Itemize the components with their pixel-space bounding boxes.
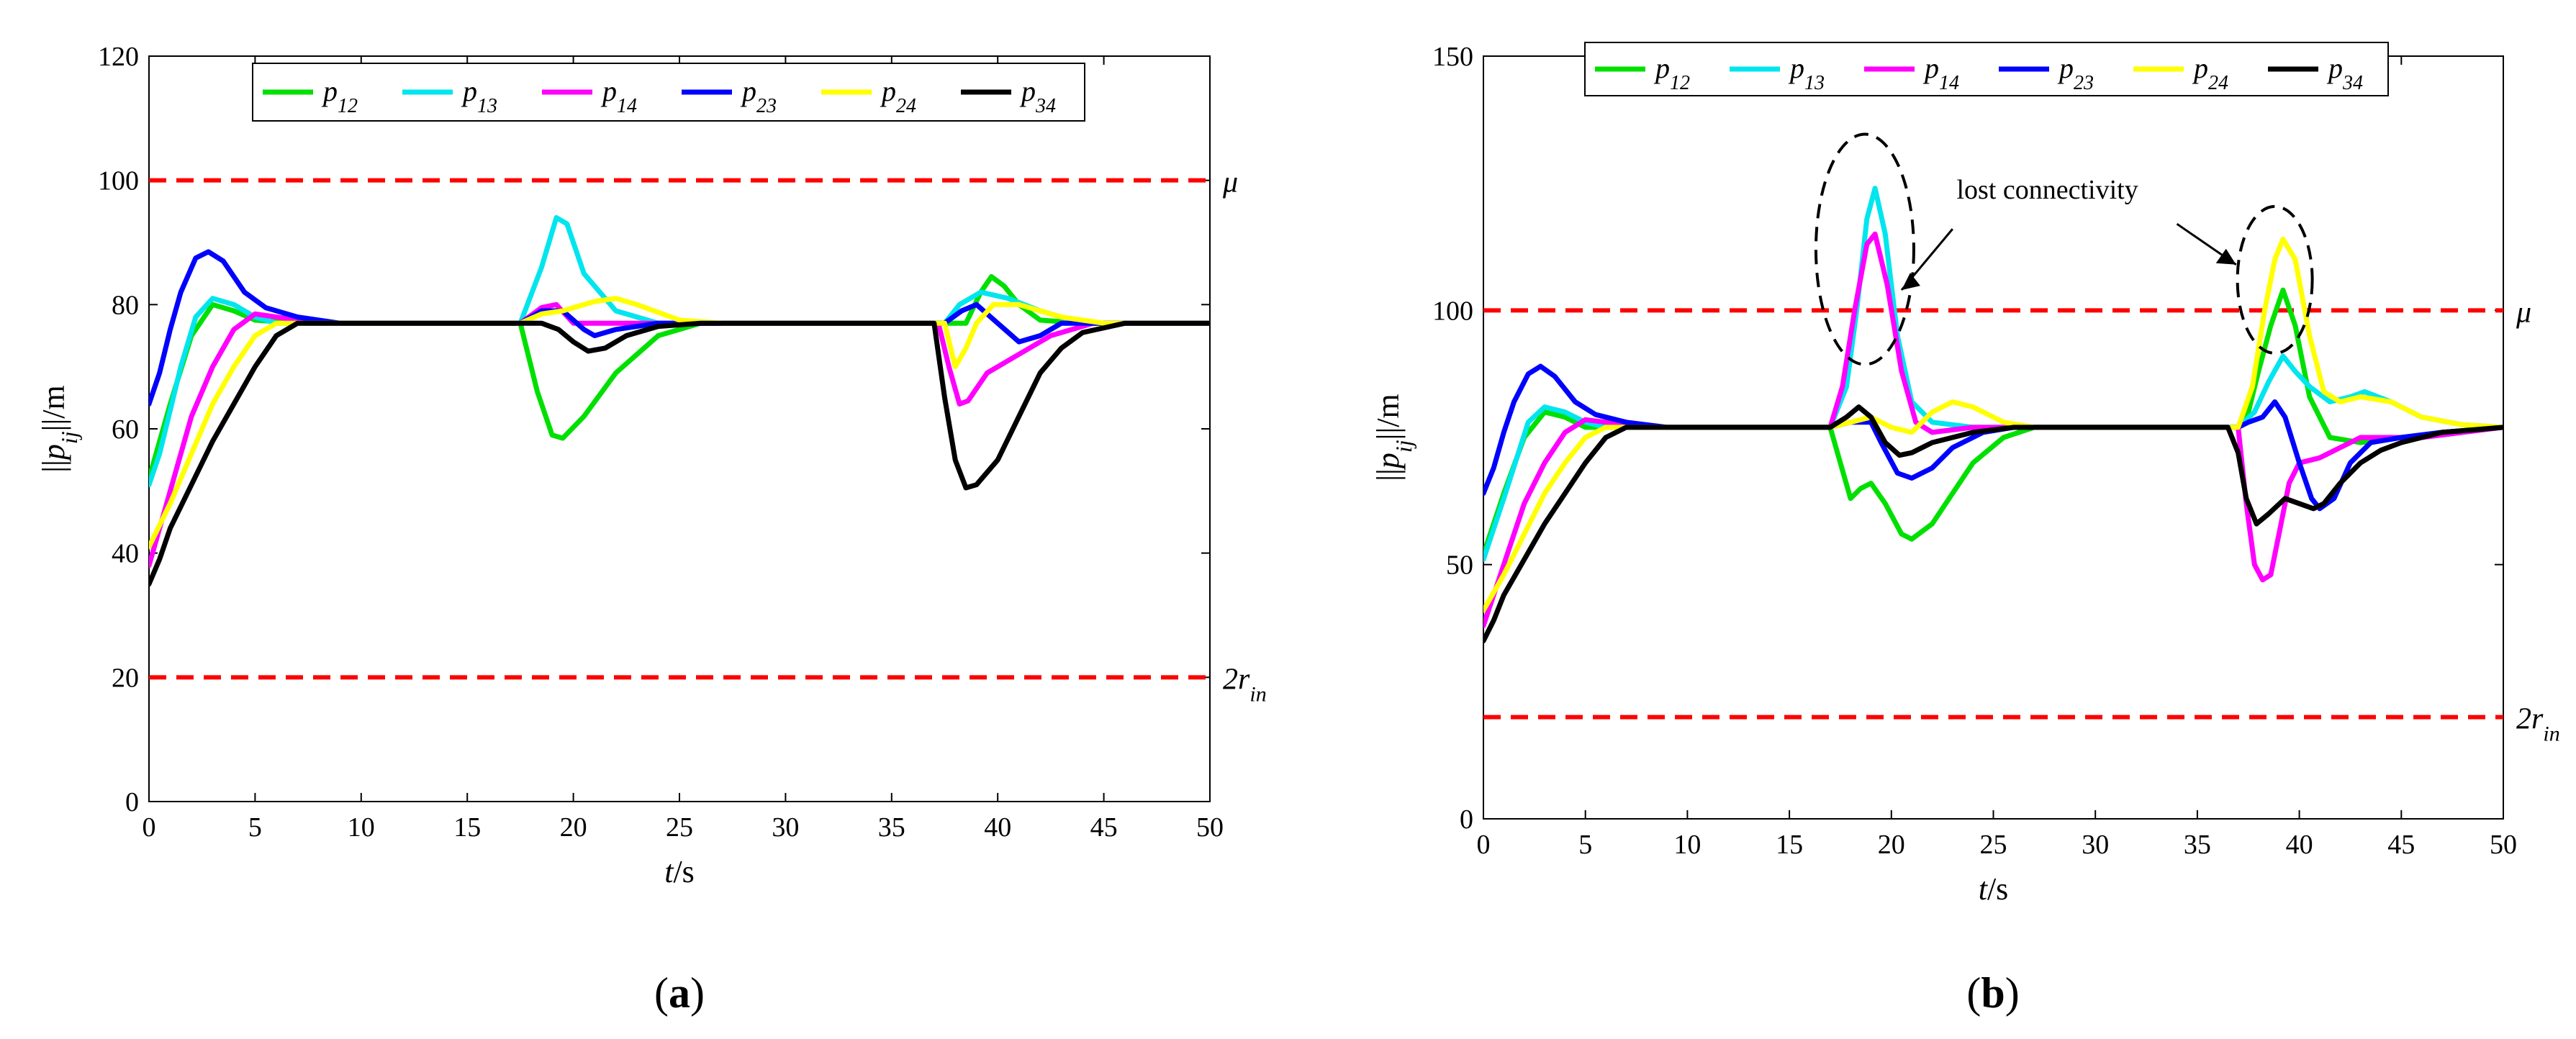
y-tick-label: 60 (112, 414, 139, 445)
x-tick-label: 5 (1578, 830, 1592, 860)
x-tick-label: 10 (1673, 830, 1701, 860)
legend-label-p13: p13 (461, 75, 497, 117)
y-tick-label: 0 (125, 787, 139, 817)
x-tick-label: 15 (453, 812, 481, 843)
panel-caption: (a) (654, 969, 705, 1017)
legend-label-p12: p12 (321, 75, 358, 117)
legend-label-p14: p14 (1922, 52, 1959, 94)
x-tick-label: 25 (1980, 830, 2007, 860)
y-axis-label: ||pij||/m (36, 385, 82, 472)
x-tick-label: 30 (772, 812, 799, 843)
y-tick-label: 80 (112, 290, 139, 320)
x-tick-label: 0 (1477, 830, 1491, 860)
chart-panel-b: 0 5 10 15 20 25 30 35 40 45 50 0 50 100 150 μ 2rin t/s ||p… (1370, 42, 2560, 1017)
y-axis-label: ||pij||/m (1370, 394, 1416, 481)
x-tick-label: 50 (2490, 830, 2517, 860)
legend-label-p23: p23 (2057, 52, 2094, 94)
x-tick-label: 50 (1196, 812, 1224, 843)
y-tick-label: 40 (112, 539, 139, 569)
plot-frame (1483, 55, 2504, 820)
series-line-p24 (1483, 236, 2503, 613)
arrowhead-icon (1901, 273, 1920, 291)
rin-label: 2rin (2516, 703, 2560, 746)
y-tick-label: 120 (98, 42, 139, 72)
y-tick-label: 20 (112, 663, 139, 693)
mu-label: μ (1222, 166, 1238, 199)
legend-label-p24: p24 (880, 75, 916, 117)
x-tick-label: 35 (878, 812, 905, 843)
series-line-p34 (1483, 404, 2503, 644)
rin-label: 2rin (1223, 663, 1267, 706)
x-tick-label: 10 (348, 812, 375, 843)
lost-connectivity-ellipse-1 (1814, 132, 1915, 366)
lost-connectivity-ellipse-2 (2236, 204, 2314, 355)
y-tick-label: 100 (98, 166, 139, 196)
x-tick-label: 40 (2286, 830, 2313, 860)
annotation-label: lost connectivity (1956, 175, 2138, 205)
x-tick-label: 25 (666, 812, 693, 843)
x-axis-label: t/s (1979, 871, 2009, 907)
legend-label-p34: p34 (1019, 75, 1056, 117)
chart-panel-a: 0 5 10 15 20 25 30 35 40 45 50 0 20 40 60 80 100 120 μ 2rin… (36, 42, 1267, 1017)
series-group (149, 215, 1210, 587)
y-tick-label: 100 (1432, 296, 1473, 326)
series-line-p13 (149, 215, 1210, 488)
x-tick-label: 30 (2082, 830, 2109, 860)
legend-label-p23: p23 (740, 75, 777, 117)
arrowhead-icon (2215, 248, 2236, 265)
legend-label-p12: p12 (1653, 52, 1690, 94)
legend-box (1584, 42, 2389, 96)
legend-label-p24: p24 (2192, 52, 2228, 94)
legend-label-p34: p34 (2326, 52, 2363, 94)
x-tick-label: 35 (2184, 830, 2211, 860)
x-tick-label: 5 (248, 812, 262, 843)
series-line-p24 (149, 296, 1210, 550)
x-tick-label: 20 (1878, 830, 1905, 860)
plot-frame (148, 55, 1211, 802)
x-axis-label: t/s (664, 854, 695, 889)
y-tick-label: 50 (1446, 550, 1473, 581)
x-tick-label: 20 (560, 812, 587, 843)
x-tick-label: 45 (2387, 830, 2415, 860)
legend-label-p13: p13 (1788, 52, 1825, 94)
x-tick-label: 45 (1090, 812, 1118, 843)
series-line-p34 (149, 320, 1210, 587)
legend-label-p14: p14 (600, 75, 637, 117)
mu-label: μ (2516, 296, 2531, 329)
series-line-p12 (149, 274, 1210, 481)
panel-caption: (b) (1966, 969, 2019, 1017)
y-tick-label: 0 (1460, 804, 1473, 835)
x-tick-label: 0 (143, 812, 156, 843)
legend-box (252, 63, 1085, 122)
x-tick-label: 15 (1776, 830, 1803, 860)
y-tick-label: 150 (1432, 42, 1473, 72)
series-group (1483, 186, 2503, 644)
x-tick-label: 40 (984, 812, 1011, 843)
